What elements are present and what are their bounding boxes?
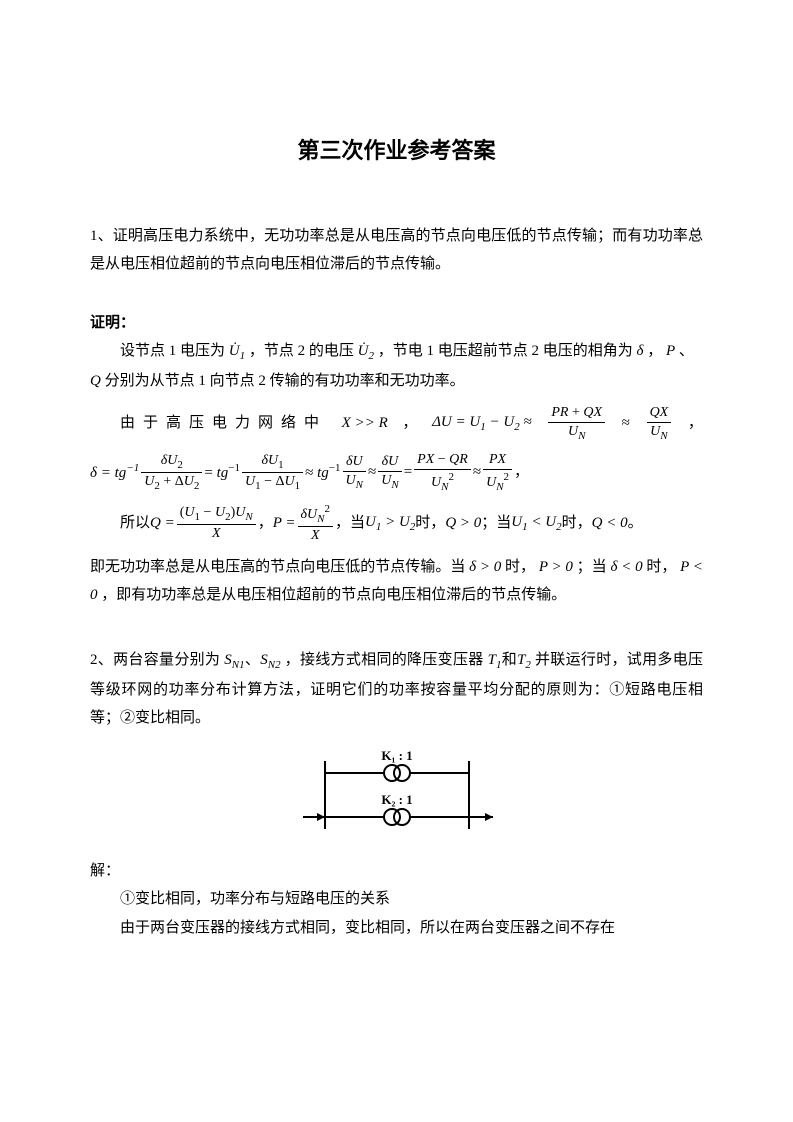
q1-text: 证明高压电力系统中，无功功率总是从电压高的节点向电压低的节点传输；而有功功率总是… (90, 228, 703, 273)
q1-d-frac2: δU1 U1 − ΔU1 (242, 452, 303, 493)
q1-when-a: ，当 (335, 509, 365, 538)
q1-number: 1、 (90, 228, 113, 244)
q1-qgt0: Q > 0 (445, 509, 481, 538)
q1-dU-lhs: ΔU = U1 − U2 ≈ (432, 408, 532, 438)
q1-apx3: ≈ (368, 458, 376, 487)
problem-1-text: 1、证明高压电力系统中，无功功率总是从电压高的节点向电压低的节点传输；而有功功率… (90, 222, 703, 279)
q1-c4: ， (258, 509, 273, 538)
q1-u1ltu2: U1 < U2 (511, 508, 561, 538)
q1-eq3: = (404, 458, 412, 487)
q1-c2: ， (688, 409, 703, 438)
q2-SN2: SN2 (260, 652, 280, 668)
q1-Qeq: Q = (150, 509, 175, 538)
q1-frac2: QX UN (647, 404, 672, 443)
circuit-diagram: K₁ : 1 K₂ : 1 (297, 743, 497, 843)
circuit-label-top: K₁ : 1 (381, 748, 412, 763)
q1-apx4: ≈ (473, 458, 481, 487)
q1-pgt0: P > 0 (539, 559, 573, 575)
q1-when-c: 时， (562, 509, 592, 538)
q1-dgt0: δ > 0 (469, 559, 501, 575)
q2-T2: T2 (517, 652, 531, 668)
q1-semic: ；当 (481, 509, 511, 538)
q1-setup-c: ，节电 1 电压超前节点 2 电压的相角为 (378, 343, 633, 359)
q1-conclusion: 即无功功率总是从电压高的节点向电压低的节点传输。当 δ > 0 时， P > 0… (90, 553, 703, 610)
q2-text-d: 和 (501, 652, 517, 668)
q1-concl1-a: 即无功功率总是从电压高的节点向电压低的节点传输。当 (90, 559, 465, 575)
q1-qlt0: Q < 0 (592, 509, 628, 538)
q1-eq-QP: 所以 Q = (U1 − U2)UN X ， P = δUN2 X ，当 U1 … (90, 502, 703, 545)
q1-d-lhs: δ = tg−1 (90, 458, 139, 488)
q2-text-b: 、 (245, 652, 261, 668)
problem-2-text: 2、两台容量分别为 SN1、SN2 ，接线方式相同的降压变压器 T1和T2 并联… (90, 646, 703, 733)
q2-T1: T1 (488, 652, 502, 668)
q2-text-a: 两台容量分别为 (113, 652, 220, 668)
q1-apx1: ≈ (622, 409, 630, 438)
q1-setup-e: 、 (679, 343, 694, 359)
q1-p-frac: δUN2 X (298, 502, 333, 545)
proof-label: 证明： (90, 309, 703, 338)
q1-hv-prefix: 由于高压电力网络中 (90, 409, 327, 438)
q1-eq2: = tg−1 (204, 458, 240, 488)
q2-text-c: ，接线方式相同的降压变压器 (285, 652, 484, 668)
q1-d-frac5: PX − QR UN2 (414, 451, 471, 494)
q1-u1gtu2: U1 > U2 (365, 508, 415, 538)
q1-delta: δ (636, 343, 643, 359)
q1-so: 所以 (90, 509, 150, 538)
q1-c1: ， (402, 409, 417, 438)
q1-U2: U̇2 (358, 343, 374, 359)
q1-d-frac4: δU UN (378, 453, 401, 492)
q1-Q: Q (90, 373, 101, 389)
q2-sol-line1: ①变比相同，功率分布与短路电压的关系 (90, 885, 703, 914)
q1-setup-d: ， (647, 343, 662, 359)
q1-eq-deltaU: 由于高压电力网络中 X >> R ， ΔU = U1 − U2 ≈ PR + Q… (90, 404, 703, 443)
q1-setup-1: 设节点 1 电压为 U̇1 ，节点 2 的电压 U̇2 ，节电 1 电压超前节点… (90, 337, 703, 395)
q1-frac1: PR + QX UN (548, 404, 605, 443)
q1-setup-f: 分别为从节点 1 向节点 2 传输的有功功率和无功功率。 (105, 373, 465, 389)
q1-period: 。 (628, 509, 643, 538)
q1-concl2-b: 时， (646, 559, 676, 575)
q1-concl2-c: ，即有功功率总是从电压相位超前的节点向电压相位滞后的节点传输。 (101, 587, 566, 603)
q1-concl1-c: ；当 (577, 559, 607, 575)
q1-dlt0: δ < 0 (610, 559, 642, 575)
q1-when-b: 时， (415, 509, 445, 538)
q1-eq-delta: δ = tg−1 δU2 U2 + ΔU2 = tg−1 δU1 U1 − ΔU… (90, 451, 703, 494)
q2-sol-line2: 由于两台变压器的接线方式相同，变比相同，所以在两台变压器之间不存在 (90, 914, 703, 943)
page-title: 第三次作业参考答案 (90, 130, 703, 172)
q1-XggR: X >> R (342, 409, 388, 438)
q2-SN1: SN1 (224, 652, 244, 668)
q2-number: 2、 (90, 652, 113, 668)
q1-d-frac3: δU UN (343, 453, 366, 492)
q1-c3: ， (514, 458, 529, 487)
q1-setup-b: ，节点 2 的电压 (249, 343, 354, 359)
q1-P: P (666, 343, 675, 359)
gap-1 (90, 610, 703, 646)
q1-d-frac1: δU2 U2 + ΔU2 (141, 452, 202, 493)
page-root: 第三次作业参考答案 1、证明高压电力系统中，无功功率总是从电压高的节点向电压低的… (0, 0, 793, 1002)
q1-concl1-b: 时， (505, 559, 535, 575)
q1-d-frac6: PX UN2 (483, 451, 512, 494)
solution-label: 解： (90, 857, 703, 886)
q1-q-frac: (U1 − U2)UN X (177, 504, 256, 543)
q1-setup-a: 设节点 1 电压为 (120, 343, 225, 359)
q1-Peq: P = (273, 509, 296, 538)
circuit-label-bottom: K₂ : 1 (381, 792, 412, 807)
q1-apx2: ≈ tg−1 (305, 458, 340, 488)
q1-U1: U̇1 (229, 343, 245, 359)
